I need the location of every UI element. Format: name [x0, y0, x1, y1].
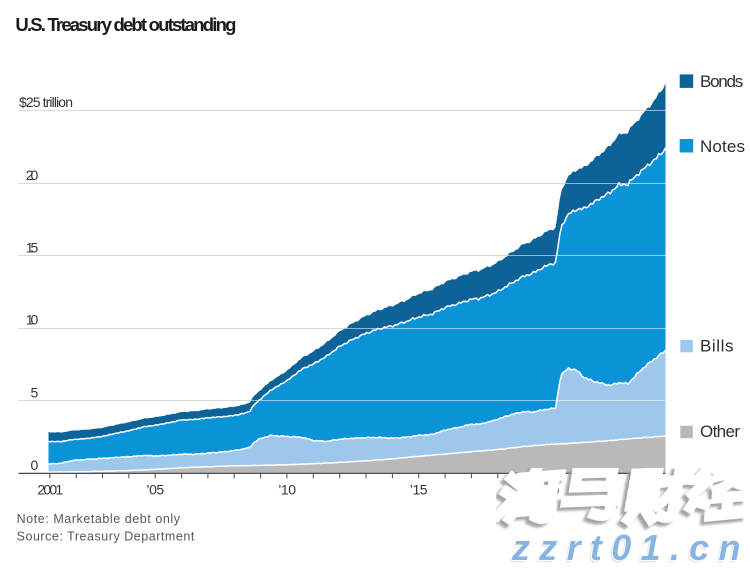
svg-text:$25 trillion: $25 trillion — [19, 94, 73, 110]
svg-text:Source: Treasury Department: Source: Treasury Department — [17, 530, 195, 544]
svg-text:5: 5 — [31, 384, 39, 400]
svg-text:’15: ’15 — [410, 481, 428, 497]
svg-text:20: 20 — [26, 167, 39, 183]
svg-text:Notes: Notes — [700, 137, 745, 156]
svg-text:15: 15 — [26, 239, 39, 255]
svg-text:Bonds: Bonds — [700, 72, 743, 91]
svg-text:Other: Other — [700, 422, 740, 441]
svg-text:10: 10 — [26, 312, 39, 328]
svg-text:’05: ’05 — [146, 481, 164, 497]
svg-text:Note: Marketable debt only: Note: Marketable debt only — [17, 512, 181, 526]
svg-text:’10: ’10 — [278, 481, 296, 497]
svg-text:0: 0 — [31, 457, 39, 473]
svg-text:Bills: Bills — [700, 336, 734, 355]
svg-text:U.S. Treasury debt outstanding: U.S. Treasury debt outstanding — [15, 14, 236, 35]
svg-text:2001: 2001 — [37, 481, 63, 497]
